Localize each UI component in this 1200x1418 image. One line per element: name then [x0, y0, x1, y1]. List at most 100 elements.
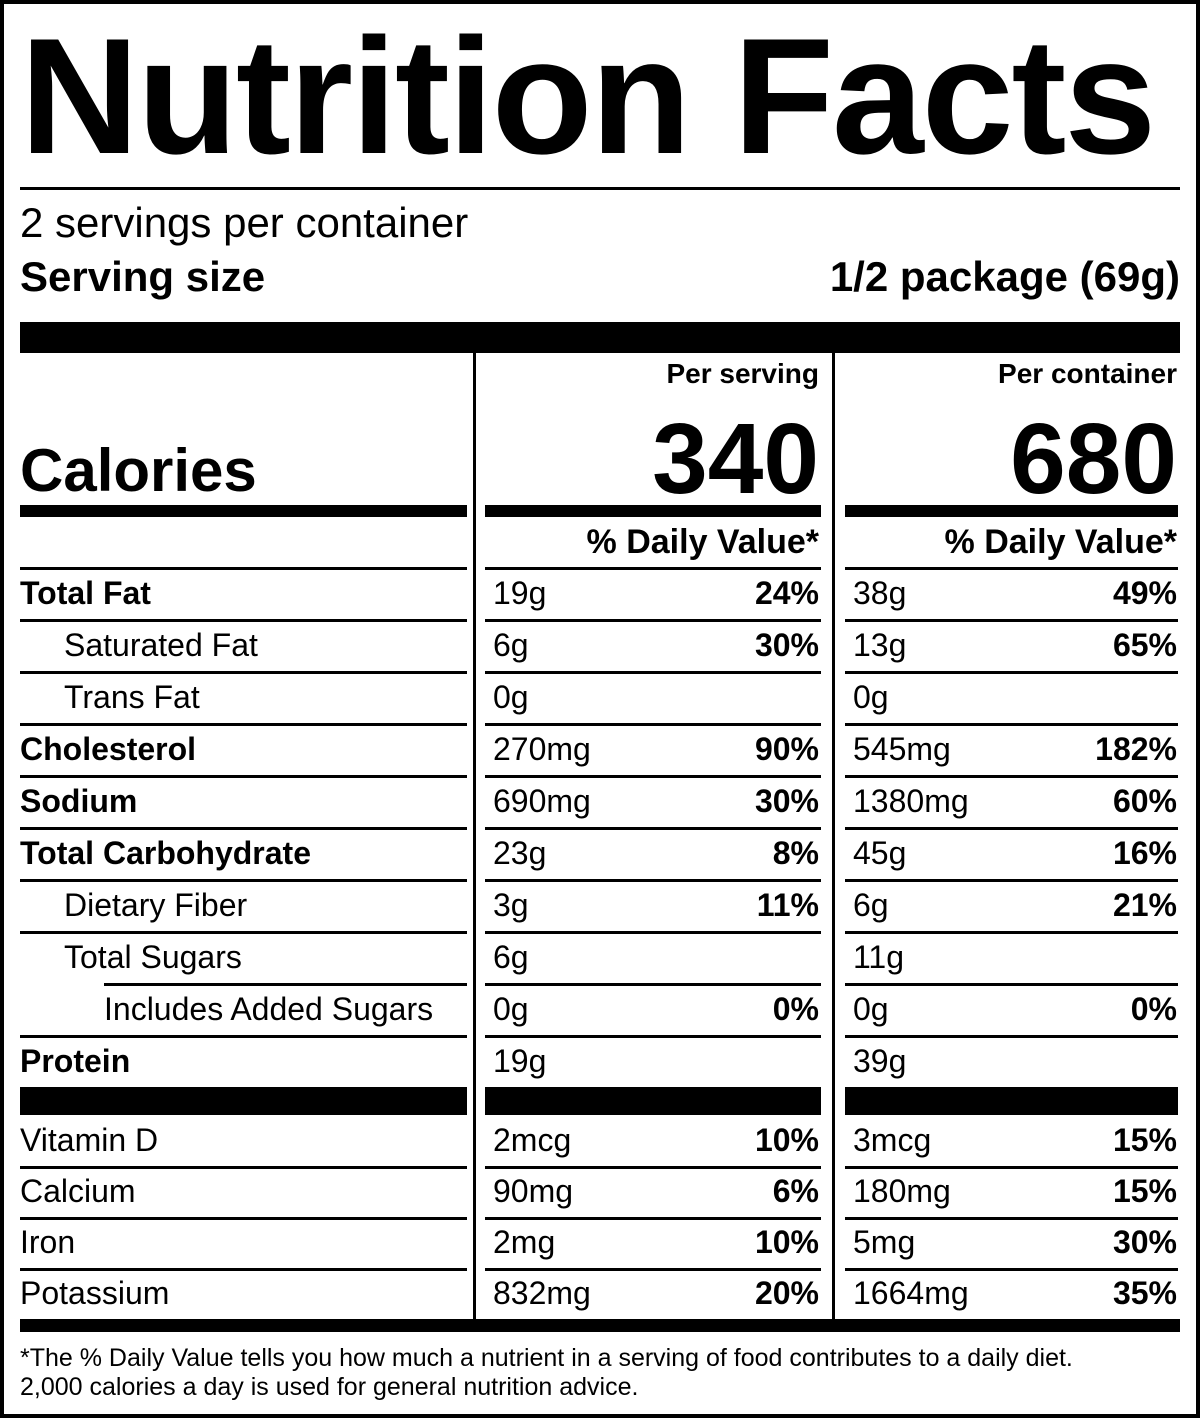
per-serving-cell: 19g — [473, 1035, 832, 1087]
per-container-cell: 39g — [832, 1035, 1180, 1087]
per-container-cell: 1664mg 35% — [832, 1268, 1180, 1319]
per-serving-amount: 0g — [493, 678, 529, 715]
per-serving-cell: 0g 0% — [473, 983, 832, 1035]
per-serving-cell: 2mcg 10% — [473, 1115, 832, 1166]
per-container-dv: 35% — [1112, 1275, 1177, 1311]
per-serving-amount: 690mg — [493, 782, 591, 819]
per-serving-cell: 0g — [473, 671, 832, 723]
title-divider — [20, 187, 1180, 190]
serving-size-label: Serving size — [20, 253, 266, 300]
per-container-cell: 180mg 15% — [832, 1166, 1180, 1217]
calories-underline-bar — [20, 505, 1180, 517]
nutrient-rows: Total Fat 19g 24% 38g 49% Saturated Fat … — [20, 567, 1180, 1087]
nutrient-row: Calcium 90mg 6% 180mg 15% — [20, 1166, 1180, 1217]
nutrient-name: Total Sugars — [64, 938, 242, 975]
per-container-amount: 0g — [853, 678, 889, 715]
per-container-dv: 30% — [1112, 1224, 1177, 1260]
nutrient-row: Iron 2mg 10% 5mg 30% — [20, 1217, 1180, 1268]
bar-segment — [485, 1087, 821, 1115]
per-container-cell: 11g — [832, 931, 1180, 983]
bar-segment — [845, 505, 1178, 517]
bar-segment — [485, 505, 821, 517]
per-container-cell: 6g 21% — [832, 879, 1180, 931]
per-serving-cell: 19g 24% — [473, 567, 832, 619]
nutrient-name: Sodium — [20, 782, 138, 819]
per-container-cell: 3mcg 15% — [832, 1115, 1180, 1166]
bar-segment — [20, 1087, 467, 1115]
nutrient-name: Protein — [20, 1042, 131, 1079]
nutrient-row: Trans Fat 0g 0g — [20, 671, 1180, 723]
per-container-cell: 5mg 30% — [832, 1217, 1180, 1268]
per-serving-amount: 90mg — [493, 1173, 574, 1209]
per-serving-amount: 23g — [493, 834, 547, 871]
per-serving-dv: 10% — [754, 1122, 819, 1158]
per-serving-amount: 6g — [493, 626, 529, 663]
nutrient-name: Iron — [20, 1224, 76, 1260]
nutrient-name: Total Fat — [20, 574, 151, 611]
servings-per-container: 2 servings per container — [20, 199, 469, 246]
per-serving-cell: 270mg 90% — [473, 723, 832, 775]
per-container-dv: 15% — [1112, 1122, 1177, 1158]
per-container-dv: 16% — [1112, 834, 1177, 871]
per-serving-dv: 90% — [754, 730, 819, 767]
per-serving-cell: 690mg 30% — [473, 775, 832, 827]
nutrient-row: Potassium 832mg 20% 1664mg 35% — [20, 1268, 1180, 1319]
per-container-cell: 0g — [832, 671, 1180, 723]
per-serving-cell: 90mg 6% — [473, 1166, 832, 1217]
per-container-amount: 3mcg — [853, 1122, 932, 1158]
per-serving-header: Per serving — [666, 358, 819, 389]
per-container-amount: 0g — [853, 990, 889, 1027]
nutrient-name: Vitamin D — [20, 1122, 159, 1158]
label-title: Nutrition Facts — [20, 4, 1156, 188]
per-container-dv: 65% — [1112, 626, 1177, 663]
per-serving-dv: 30% — [754, 782, 819, 819]
nutrient-name: Includes Added Sugars — [104, 990, 434, 1027]
nutrient-name: Trans Fat — [64, 678, 200, 715]
per-container-cell: 1380mg 60% — [832, 775, 1180, 827]
per-serving-dv: 20% — [754, 1275, 819, 1311]
nutrient-row: Total Carbohydrate 23g 8% 45g 16% — [20, 827, 1180, 879]
serving-size-value: 1/2 package (69g) — [829, 253, 1180, 300]
daily-value-header-container: % Daily Value* — [944, 522, 1177, 561]
per-serving-amount: 2mg — [493, 1224, 556, 1260]
per-container-amount: 545mg — [853, 730, 951, 767]
per-container-dv: 0% — [1130, 990, 1177, 1027]
per-container-header: Per container — [998, 358, 1177, 389]
per-serving-cell: 3g 11% — [473, 879, 832, 931]
nutrient-row: Protein 19g 39g — [20, 1035, 1180, 1087]
per-serving-cell: 832mg 20% — [473, 1268, 832, 1319]
per-container-amount: 45g — [853, 834, 907, 871]
nutrient-name: Calcium — [20, 1173, 136, 1209]
per-container-dv: 15% — [1112, 1173, 1177, 1209]
per-container-cell: 45g 16% — [832, 827, 1180, 879]
per-container-amount: 39g — [853, 1042, 907, 1079]
nutrient-row: Sodium 690mg 30% 1380mg 60% — [20, 775, 1180, 827]
nutrient-name: Potassium — [20, 1275, 170, 1311]
per-container-cell: 13g 65% — [832, 619, 1180, 671]
nutrient-row: Includes Added Sugars 0g 0% 0g 0% — [20, 983, 1180, 1035]
per-serving-cell: 6g 30% — [473, 619, 832, 671]
column-divider-1 — [473, 353, 476, 1319]
serving-size-row: Serving size 1/2 package (69g) — [20, 252, 1180, 302]
nutrient-name: Saturated Fat — [64, 626, 258, 663]
nutrient-row: Saturated Fat 6g 30% 13g 65% — [20, 619, 1180, 671]
thick-bar-top — [20, 322, 1180, 353]
per-serving-amount: 2mcg — [493, 1122, 572, 1158]
per-serving-cell: 6g — [473, 931, 832, 983]
calories-per-container-value: 680 — [1010, 403, 1177, 515]
footnote: *The % Daily Value tells you how much a … — [20, 1344, 1180, 1402]
bar-segment — [845, 1087, 1178, 1115]
per-serving-cell: 23g 8% — [473, 827, 832, 879]
per-container-amount: 1664mg — [853, 1275, 969, 1311]
per-container-amount: 13g — [853, 626, 907, 663]
per-serving-amount: 6g — [493, 938, 529, 975]
per-container-dv: 60% — [1112, 782, 1177, 819]
per-container-cell: 0g 0% — [832, 983, 1180, 1035]
bar-segment — [20, 505, 467, 517]
nutrient-name: Cholesterol — [20, 730, 197, 767]
per-serving-dv: 11% — [756, 886, 819, 923]
calories-per-serving-cell: Per serving 340 — [473, 353, 832, 509]
per-container-amount: 5mg — [853, 1224, 916, 1260]
vitamin-rows: Vitamin D 2mcg 10% 3mcg 15% Calcium 90mg… — [20, 1115, 1180, 1319]
